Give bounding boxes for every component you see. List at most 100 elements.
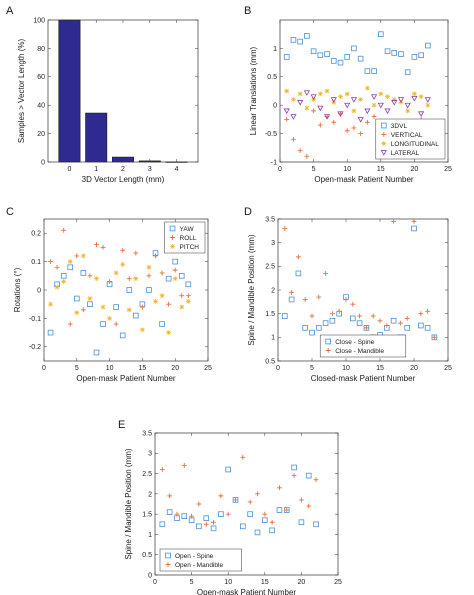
data-point: [390, 317, 397, 324]
data-point: [357, 55, 364, 62]
data-point: [309, 329, 315, 336]
series-roll: [48, 227, 191, 327]
data-point: [337, 111, 344, 117]
y-tick-label: 0: [148, 572, 152, 579]
data-point: [385, 94, 390, 100]
x-tick-label: 0: [42, 365, 46, 372]
data-point: [378, 91, 384, 97]
data-point: [133, 312, 139, 319]
data-point: [317, 105, 324, 112]
y-tick-label: 40: [37, 103, 45, 110]
legend-entry: Open - Mandible: [175, 562, 223, 569]
data-point: [210, 525, 217, 532]
data-point: [179, 304, 185, 310]
y-tick-label: 3: [271, 240, 275, 247]
legend-marker: [380, 122, 387, 129]
data-point: [322, 320, 329, 326]
data-point: [283, 54, 290, 60]
y-tick-label: 0: [273, 103, 277, 110]
y-tick-label: 2.5: [142, 471, 152, 478]
data-point: [247, 499, 253, 505]
data-point: [261, 517, 268, 524]
data-point: [284, 117, 290, 122]
data-point: [384, 48, 391, 55]
data-point: [281, 313, 288, 319]
data-point: [282, 226, 288, 231]
y-tick-label: 1.5: [265, 311, 275, 318]
series-longitudinal: [284, 85, 431, 114]
series-open-mandible: [159, 454, 319, 527]
data-point: [324, 51, 330, 57]
legend-entry: ROLL: [180, 235, 197, 242]
data-point: [404, 102, 411, 109]
y-tick-label: 1: [148, 532, 152, 539]
y-tick-label: -0.2: [29, 344, 41, 351]
y-axis-label: Linear Translations (mm): [249, 46, 258, 135]
data-point: [323, 271, 328, 276]
data-point: [304, 105, 310, 111]
data-point: [203, 515, 210, 521]
data-point: [284, 88, 290, 94]
data-point: [167, 493, 173, 499]
x-tick-label: 20: [411, 166, 419, 173]
data-point: [74, 253, 80, 259]
data-point: [146, 287, 152, 293]
data-point: [357, 117, 364, 123]
panel-label: E: [118, 419, 125, 431]
data-point: [364, 119, 370, 125]
legend-entry: Open - Spine: [175, 553, 214, 560]
data-point: [240, 523, 246, 530]
x-tick-label: 10: [106, 365, 114, 372]
data-point: [330, 58, 337, 64]
y-tick-label: 100: [33, 17, 45, 24]
x-tick-label: 15: [377, 166, 385, 173]
y-tick-label: 20: [37, 131, 45, 138]
data-point: [291, 473, 297, 478]
data-point: [159, 467, 165, 472]
data-point: [254, 529, 261, 536]
data-point: [418, 52, 424, 59]
series-lateral: [283, 90, 431, 123]
data-point: [291, 136, 296, 142]
legend-marker: [169, 225, 176, 232]
data-point: [74, 295, 80, 302]
data-point: [358, 97, 364, 102]
x-tick-label: 2: [121, 166, 125, 173]
legend-entry: Close - Spine: [335, 339, 374, 346]
data-point: [371, 94, 378, 100]
data-point: [196, 523, 202, 530]
legend-entry: LATERAL: [391, 150, 420, 157]
y-tick-label: -1: [271, 159, 277, 166]
data-point: [61, 227, 67, 233]
data-point: [185, 298, 191, 304]
data-point: [317, 52, 324, 59]
data-point: [313, 521, 319, 528]
series-close-mandible: [282, 218, 437, 340]
data-point: [297, 100, 304, 106]
data-point: [384, 108, 391, 115]
data-point: [303, 90, 310, 96]
data-point: [153, 298, 158, 304]
x-tick-label: 20: [410, 365, 418, 372]
data-point: [391, 97, 397, 102]
data-point: [269, 519, 275, 525]
legend-marker: [170, 244, 175, 249]
data-point: [350, 301, 356, 307]
data-point: [425, 102, 431, 108]
y-tick-label: 0.5: [265, 358, 275, 365]
data-point: [126, 276, 132, 282]
data-point: [100, 321, 106, 327]
data-point: [302, 325, 308, 331]
legend-box: [319, 334, 407, 358]
data-point: [350, 97, 357, 103]
data-point: [425, 42, 431, 49]
data-point: [432, 334, 437, 340]
legend-marker: [325, 348, 331, 353]
y-tick-label: 0.5: [267, 74, 277, 81]
data-point: [358, 131, 364, 136]
x-tick-label: 25: [444, 365, 452, 372]
data-point: [133, 250, 139, 256]
x-axis-label: Open-mask Patient Number: [76, 374, 175, 383]
